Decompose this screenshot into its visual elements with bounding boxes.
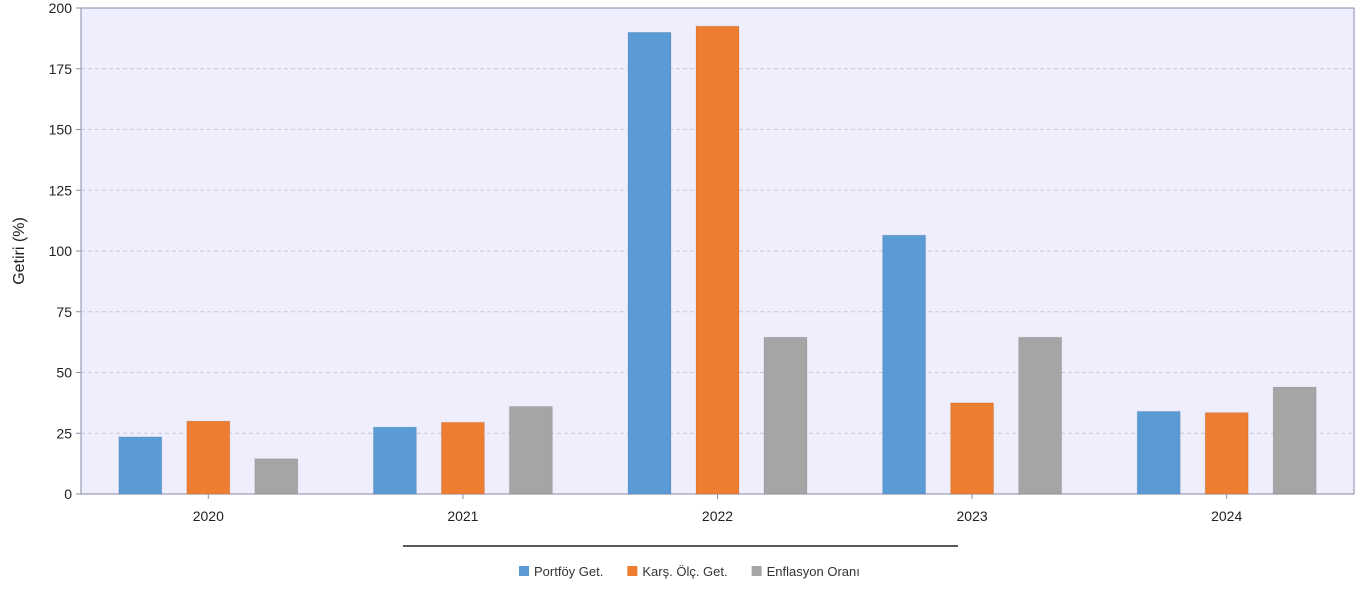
bar [118, 436, 163, 495]
bar [440, 421, 485, 495]
bar [882, 234, 927, 495]
y-tick-label: 200 [49, 0, 73, 16]
x-tick-label: 2024 [1211, 508, 1242, 524]
legend-label: Karş. Ölç. Get. [642, 564, 727, 579]
bar [372, 426, 417, 495]
y-tick-label: 125 [49, 182, 73, 198]
bar [695, 25, 740, 495]
x-tick-label: 2023 [957, 508, 988, 524]
y-tick-label: 150 [49, 122, 73, 138]
y-axis-label: Getiri (%) [11, 217, 28, 285]
y-tick-label: 0 [64, 486, 72, 502]
axes: 0 25 50 75 100 125 150 175 200 2020 2021 2022 2023 20… [49, 0, 1243, 524]
y-tick-label: 175 [49, 61, 73, 77]
y-tick-label: 25 [56, 425, 72, 441]
bar [254, 458, 299, 495]
x-tick-label: 2022 [702, 508, 733, 524]
bar [1204, 412, 1249, 495]
bar [1136, 410, 1181, 495]
grid-lines [81, 68, 1354, 434]
y-tick-label: 50 [56, 365, 72, 381]
legend-swatch [627, 566, 638, 576]
bar [508, 406, 553, 495]
bar [950, 402, 995, 495]
bars [118, 25, 1317, 495]
y-tick-label: 75 [56, 304, 72, 320]
bar [763, 336, 808, 495]
legend: Portföy Get. Karş. Ölç. Get. Enflasyon Ora… [519, 564, 860, 579]
legend-swatch [519, 566, 529, 576]
y-tick-label: 100 [49, 243, 73, 259]
bar [627, 31, 672, 495]
bar [1018, 336, 1063, 495]
legend-swatch [751, 566, 762, 576]
x-tick-label: 2021 [447, 508, 478, 524]
legend-label: Portföy Get. [534, 564, 603, 579]
legend-label: Enflasyon Oranı [767, 564, 860, 579]
bar [1272, 386, 1317, 495]
bar [186, 420, 231, 495]
x-tick-label: 2020 [193, 508, 224, 524]
